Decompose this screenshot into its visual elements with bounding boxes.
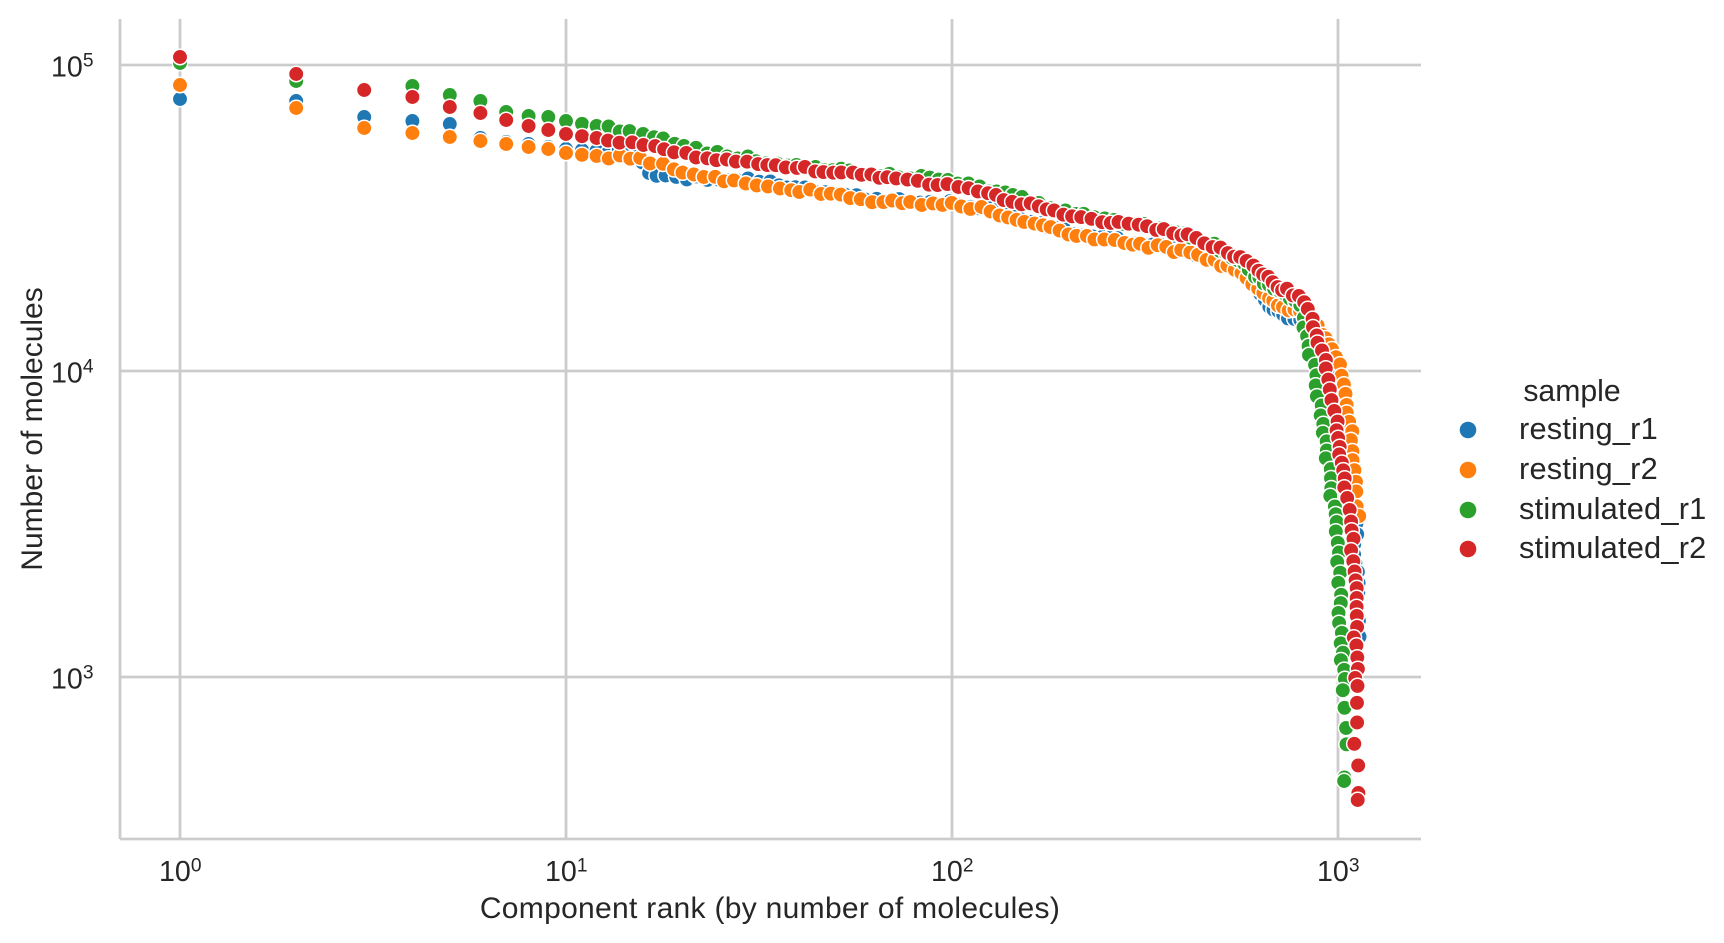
svg-text:resting_r2: resting_r2: [1519, 451, 1658, 486]
svg-text:stimulated_r1: stimulated_r1: [1519, 491, 1706, 526]
svg-text:Component rank (by number of m: Component rank (by number of molecules): [480, 892, 1060, 925]
svg-text:Number of molecules: Number of molecules: [16, 287, 49, 570]
svg-text:stimulated_r2: stimulated_r2: [1519, 530, 1706, 565]
svg-text:sample: sample: [1523, 375, 1620, 408]
svg-text:resting_r1: resting_r1: [1519, 411, 1658, 446]
